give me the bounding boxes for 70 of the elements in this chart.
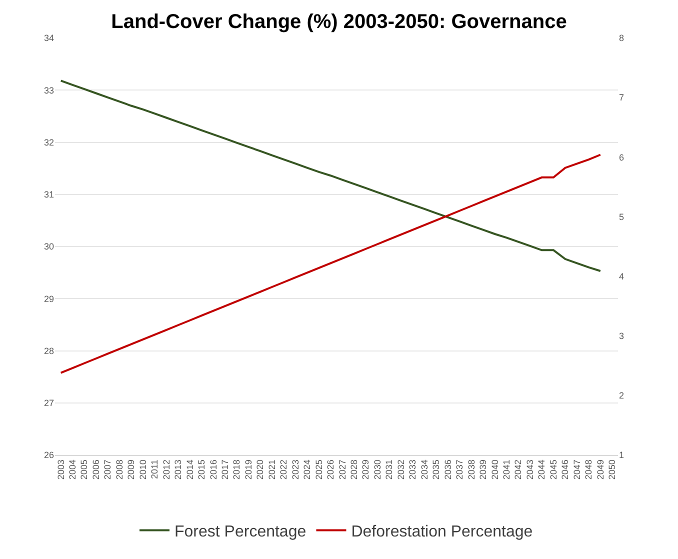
x-tick-label: 2005 — [79, 460, 90, 480]
x-tick-label: 2018 — [232, 460, 242, 480]
y2-tick-label: 8 — [619, 33, 624, 44]
x-tick-label: 2012 — [161, 460, 172, 480]
legend-label: Forest Percentage — [174, 524, 306, 541]
x-tick-label: 2003 — [56, 460, 66, 480]
y-tick-label: 30 — [44, 242, 54, 252]
x-tick-label: 2024 — [302, 460, 312, 480]
x-tick-label: 2048 — [584, 460, 594, 480]
x-tick-label: 2029 — [360, 460, 371, 480]
x-tick-label: 2040 — [490, 460, 500, 480]
y2-tick-label: 4 — [619, 271, 624, 282]
x-tick-label: 2034 — [419, 460, 430, 480]
x-tick-label: 2011 — [150, 460, 160, 479]
chart-title: Land-Cover Change (%) 2003-2050: Governance — [111, 10, 567, 33]
x-tick-label: 2042 — [513, 460, 524, 480]
x-tick-label: 2037 — [454, 460, 465, 480]
x-tick-label: 2044 — [536, 460, 547, 480]
x-tick-label: 2026 — [326, 460, 336, 480]
y2-tick-label: 1 — [619, 450, 624, 460]
y-tick-label: 27 — [44, 398, 54, 408]
x-tick-label: 2010 — [138, 460, 148, 480]
x-tick-label: 2043 — [524, 460, 535, 480]
x-tick-label: 2049 — [595, 460, 606, 480]
line-series — [60, 154, 602, 374]
x-tick-label: 2015 — [196, 460, 207, 480]
y-tick-label: 28 — [44, 346, 54, 356]
x-tick-label: 2022 — [278, 460, 289, 480]
x-tick-label: 2023 — [290, 460, 300, 480]
x-tick-label: 2033 — [408, 460, 418, 480]
x-tick-label: 2041 — [501, 460, 512, 480]
x-tick-label: 2038 — [466, 460, 476, 480]
y2-tick-label: 6 — [619, 152, 624, 162]
y-tick-label: 29 — [44, 294, 54, 304]
y-tick-label: 32 — [44, 137, 54, 148]
x-tick-label: 2004 — [68, 460, 78, 480]
x-tick-label: 2016 — [208, 460, 218, 480]
x-tick-label: 2036 — [442, 460, 453, 480]
y2-tick-label: 3 — [619, 331, 624, 342]
x-tick-label: 2008 — [114, 460, 124, 480]
legend-label: Deforestation Percentage — [351, 524, 533, 541]
y-tick-label: 33 — [44, 85, 54, 96]
x-tick-label: 2046 — [560, 460, 570, 480]
x-tick-label: 2028 — [349, 460, 360, 480]
x-tick-label: 2007 — [102, 460, 113, 480]
x-tick-label: 2030 — [372, 460, 382, 480]
x-tick-label: 2014 — [184, 460, 195, 480]
x-tick-label: 2027 — [337, 460, 348, 480]
y2-tick-label: 2 — [619, 390, 624, 401]
x-tick-label: 2009 — [126, 460, 136, 480]
x-tick-label: 2035 — [431, 460, 442, 480]
x-tick-label: 2045 — [548, 460, 558, 480]
x-tick-label: 2020 — [255, 460, 266, 480]
x-tick-label: 2017 — [220, 460, 230, 480]
x-tick-label: 2032 — [396, 460, 406, 480]
x-tick-label: 2047 — [572, 460, 582, 480]
line-series — [60, 80, 602, 272]
x-tick-label: 2019 — [243, 460, 254, 480]
x-tick-label: 2039 — [478, 460, 488, 480]
x-tick-label: 2013 — [173, 460, 184, 480]
x-tick-label: 2006 — [90, 460, 101, 480]
x-tick-label: 2031 — [384, 460, 394, 480]
x-tick-label: 2021 — [266, 460, 277, 480]
y-tick-label: 26 — [44, 450, 54, 460]
y-tick-label: 34 — [44, 33, 54, 44]
y2-tick-label: 5 — [619, 212, 624, 222]
x-tick-label: 2050 — [607, 460, 618, 480]
y-tick-label: 31 — [44, 190, 54, 200]
y2-tick-label: 7 — [619, 92, 624, 103]
x-tick-label: 2025 — [314, 460, 324, 480]
